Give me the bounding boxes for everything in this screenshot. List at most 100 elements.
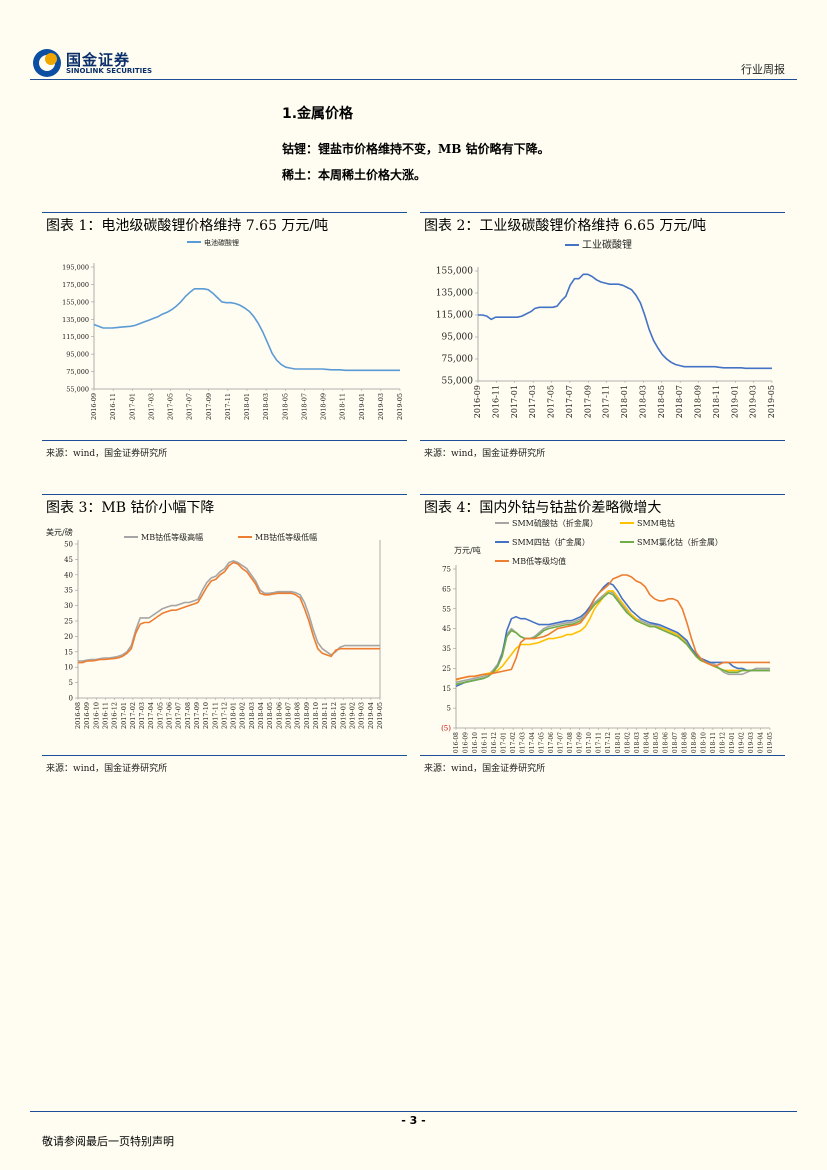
y-tick-label: 0	[69, 695, 73, 703]
y-tick-label: 5	[69, 679, 73, 687]
logo-name-cn: 国金证券	[66, 51, 131, 69]
figure-2-title: 图表 2：工业级碳酸锂价格维持 6.65 万元/吨	[424, 218, 707, 234]
x-tick-label: 2019-01	[358, 393, 366, 420]
x-tick-label: 2017-05	[547, 385, 556, 418]
x-tick-label: 2017-06	[166, 702, 174, 729]
figure-3-source: 来源：wind，国金证券研究所	[46, 764, 168, 774]
x-tick-label: 2018-03	[248, 702, 256, 729]
x-tick-label: 2018-08	[681, 732, 688, 753]
x-tick-label: 2017-01	[510, 385, 519, 418]
x-tick-label: 2017-10	[586, 732, 593, 753]
series-line	[93, 288, 400, 372]
x-tick-label: 2019-03	[748, 732, 755, 753]
x-tick-label: 2016-11	[101, 702, 109, 729]
legend-label: SMM四钴（扩金属）	[512, 537, 590, 547]
y-tick-label: 30	[64, 602, 73, 610]
x-tick-label: 2017-03	[528, 385, 537, 418]
x-tick-label: 2017-01	[128, 393, 136, 420]
x-tick-label: 2018-01	[615, 732, 622, 753]
x-tick-label: 2017-09	[577, 732, 584, 753]
y-tick-label: 10	[64, 664, 73, 672]
y-tick-label: (5)	[441, 725, 451, 733]
x-tick-label: 2018-02	[239, 702, 247, 729]
x-tick-label: 2017-06	[548, 732, 555, 753]
x-tick-label: 2018-01	[243, 393, 251, 420]
x-tick-label: 2019-05	[767, 732, 774, 753]
y-tick-label: 45	[64, 556, 73, 564]
x-tick-label: 2017-02	[510, 732, 517, 753]
x-tick-label: 2018-10	[700, 732, 707, 753]
x-tick-label: 2017-12	[605, 732, 612, 753]
x-tick-label: 2018-08	[294, 702, 302, 729]
x-tick-label: 2019-03	[358, 702, 366, 729]
series-line	[455, 574, 770, 681]
x-tick-label: 2017-02	[129, 702, 137, 729]
x-tick-label: 2017-11	[602, 385, 611, 418]
figure-3-title: 图表 3：MB 钴价小幅下降	[46, 500, 215, 516]
x-tick-label: 2017-12	[220, 702, 228, 729]
x-tick-label: 2017-07	[175, 702, 183, 729]
x-tick-label: 2019-04	[367, 702, 375, 729]
x-tick-label: 2017-05	[167, 393, 175, 420]
x-tick-label: 2016-12	[491, 732, 498, 753]
x-tick-label: 2017-03	[138, 702, 146, 729]
x-tick-label: 2019-04	[757, 732, 764, 753]
series-line	[455, 592, 770, 686]
x-tick-label: 2018-10	[312, 702, 320, 729]
y-tick-label: 75,000	[442, 355, 474, 365]
series-line	[455, 582, 770, 688]
x-tick-label: 2017-08	[567, 732, 574, 753]
y-tick-label: 75	[442, 566, 451, 574]
x-tick-label: 2017-04	[147, 702, 155, 729]
y-tick-label: 45	[442, 625, 451, 633]
x-tick-label: 2018-09	[694, 385, 703, 418]
header-rule	[30, 79, 797, 80]
x-tick-label: 2017-07	[558, 732, 565, 753]
x-tick-label: 2018-03	[262, 393, 270, 420]
y-tick-label: 155,000	[436, 267, 473, 277]
x-tick-label: 2017-10	[202, 702, 210, 729]
x-tick-label: 2019-05	[376, 702, 384, 729]
figure-4-top-rule	[420, 494, 785, 495]
x-tick-label: 2018-05	[266, 702, 274, 729]
figure-4-source: 来源：wind，国金证券研究所	[424, 764, 546, 774]
x-tick-label: 2016-10	[472, 732, 479, 753]
x-tick-label: 2018-12	[719, 732, 726, 753]
legend-label: SMM氯化钴（折金属）	[637, 537, 723, 547]
y-tick-label: 25	[64, 618, 73, 626]
x-tick-label: 2017-08	[184, 702, 192, 729]
figure-4-title: 图表 4：国内外钴与钴盐价差略微增大	[424, 500, 662, 516]
x-tick-label: 2016-10	[92, 702, 100, 729]
figure-3-top-rule	[42, 494, 407, 495]
x-tick-label: 2017-05	[539, 732, 546, 753]
y-tick-label: 40	[64, 571, 73, 579]
x-tick-label: 2018-07	[284, 702, 292, 729]
summary-rare-earth: 稀土：本周稀土价格大涨。	[282, 168, 427, 182]
legend-label: MB低等级均值	[512, 556, 566, 566]
y-tick-label: 55	[442, 605, 451, 613]
y-tick-label: 15	[442, 685, 451, 693]
x-tick-label: 2016-09	[473, 385, 482, 418]
x-tick-label: 2016-11	[109, 393, 117, 420]
figure-1-chart: 55,000 75,000 95,000 115,000 135,000 155,000 1…	[62, 238, 404, 420]
series-line	[78, 560, 380, 662]
y-tick-label: 95,000	[442, 333, 474, 343]
x-tick-label: 2019-01	[730, 385, 739, 418]
x-tick-label: 2018-11	[339, 393, 347, 420]
x-tick-label: 2018-02	[624, 732, 631, 753]
y-tick-label: 55,000	[442, 377, 474, 387]
figure-2-source: 来源：wind，国金证券研究所	[424, 449, 546, 459]
x-tick-label: 2018-07	[675, 385, 684, 418]
x-tick-label: 2017-09	[193, 702, 201, 729]
x-tick-label: 2017-11	[224, 393, 232, 420]
x-tick-label: 2019-02	[349, 702, 357, 729]
x-tick-label: 2016-12	[111, 702, 119, 729]
x-tick-label: 2018-03	[634, 732, 641, 753]
x-tick-label: 2018-01	[230, 702, 238, 729]
x-tick-label: 2017-11	[211, 702, 219, 729]
y-tick-label: 20	[64, 633, 73, 641]
y-tick-label: 35	[442, 645, 451, 653]
y-tick-label: 175,000	[62, 281, 89, 289]
y-tick-label: 35	[64, 587, 73, 595]
y-tick-label: 15	[64, 648, 73, 656]
